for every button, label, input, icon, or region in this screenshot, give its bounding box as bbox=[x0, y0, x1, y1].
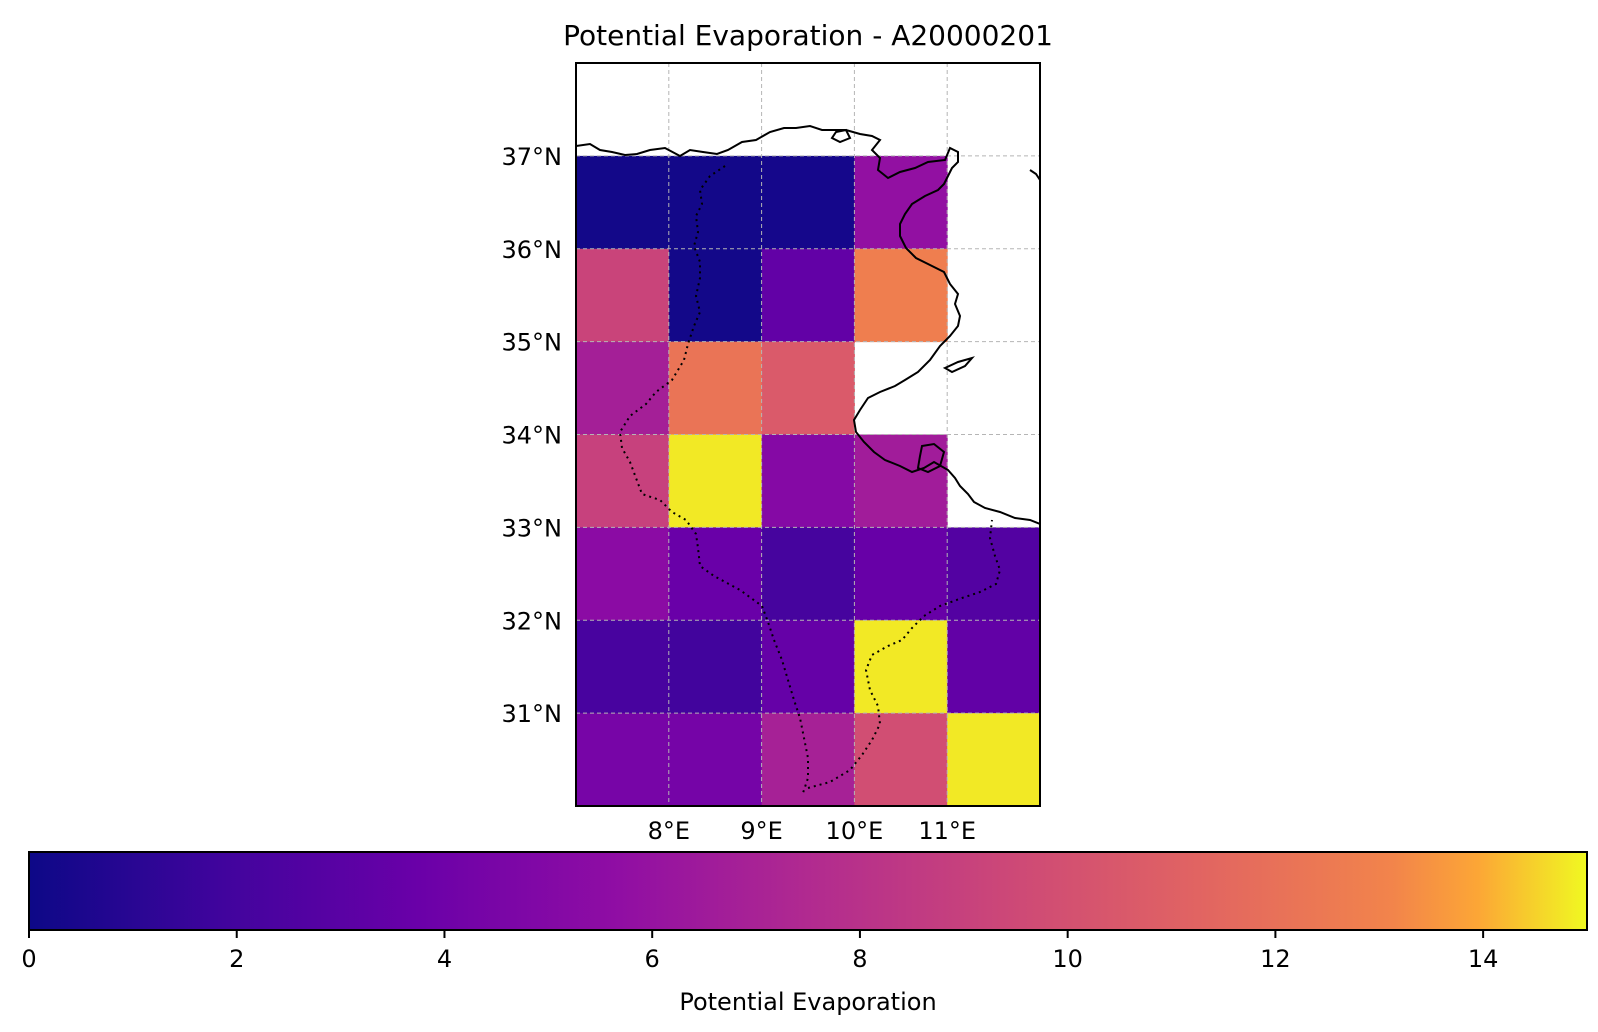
colorbar-tick-label: 2 bbox=[229, 945, 244, 973]
latitude-tick-label: 34°N bbox=[502, 422, 563, 450]
heatmap-cell bbox=[761, 434, 855, 528]
heatmap-cell bbox=[947, 713, 1041, 807]
heatmap-cell bbox=[576, 155, 670, 250]
longitude-tick-label: 8°E bbox=[648, 817, 690, 845]
latitude-tick-label: 31°N bbox=[502, 700, 563, 728]
heatmap-cell bbox=[947, 527, 1041, 621]
latitude-tick-label: 33°N bbox=[502, 514, 563, 542]
heatmap-cell bbox=[854, 155, 948, 250]
heatmap-cell bbox=[761, 620, 855, 714]
latitude-tick-label: 37°N bbox=[502, 143, 563, 171]
colorbar-tick-label: 14 bbox=[1468, 945, 1499, 973]
map-frame bbox=[575, 62, 1041, 807]
heatmap-cell bbox=[668, 341, 763, 435]
heatmap-cell bbox=[576, 248, 670, 343]
colorbar bbox=[28, 851, 1588, 931]
longitude-tick-label: 11°E bbox=[918, 817, 976, 845]
chart-title: Potential Evaporation - A20000201 bbox=[563, 19, 1053, 52]
latitude-tick-label: 35°N bbox=[502, 329, 563, 357]
gridlines bbox=[576, 63, 1040, 806]
heatmap-cell bbox=[761, 341, 855, 435]
heatmap-cell bbox=[668, 620, 763, 714]
heatmap-cell bbox=[668, 248, 763, 343]
heatmap-cell bbox=[947, 620, 1041, 714]
heatmap-cell bbox=[761, 155, 855, 250]
colorbar-tick-label: 4 bbox=[437, 945, 452, 973]
colorbar-tick-label: 12 bbox=[1260, 945, 1291, 973]
latitude-tick-label: 36°N bbox=[502, 236, 563, 264]
colorbar-tick-label: 6 bbox=[645, 945, 660, 973]
heatmap-cells bbox=[576, 155, 1041, 807]
colorbar-label: Potential Evaporation bbox=[679, 988, 936, 1016]
heatmap-cell bbox=[668, 155, 763, 250]
heatmap-cell bbox=[576, 341, 670, 435]
heatmap-cell bbox=[761, 527, 855, 621]
heatmap-cell bbox=[668, 434, 763, 528]
longitude-tick-labels: 8°E 9°E 10°E 11°E bbox=[648, 817, 976, 845]
heatmap-cell bbox=[668, 713, 763, 807]
longitude-tick-label: 10°E bbox=[826, 817, 884, 845]
longitude-tick-label: 9°E bbox=[740, 817, 782, 845]
colorbar-tick-label: 8 bbox=[852, 945, 867, 973]
heatmap-cell bbox=[576, 620, 670, 714]
country-border bbox=[618, 165, 1002, 797]
heatmap-cell bbox=[854, 248, 948, 343]
colorbar-ticks: 0 2 4 6 8 10 12 14 bbox=[21, 930, 1498, 973]
heatmap-cell bbox=[668, 527, 763, 621]
latitude-tick-label: 32°N bbox=[502, 607, 563, 635]
heatmap-cell bbox=[576, 713, 670, 807]
heatmap-cell bbox=[576, 527, 670, 621]
heatmap-cell bbox=[854, 713, 948, 807]
colorbar-tick-label: 10 bbox=[1052, 945, 1083, 973]
latitude-tick-labels: 37°N 36°N 35°N 34°N 33°N 32°N 31°N bbox=[502, 143, 563, 728]
coastline bbox=[576, 124, 1040, 525]
heatmap-cell bbox=[854, 434, 948, 528]
heatmap-cell bbox=[854, 620, 948, 714]
heatmap-cell bbox=[761, 713, 855, 807]
colorbar-tick-label: 0 bbox=[21, 945, 36, 973]
heatmap-cell bbox=[761, 248, 855, 343]
heatmap-cell bbox=[854, 527, 948, 621]
heatmap-cell bbox=[576, 434, 670, 528]
